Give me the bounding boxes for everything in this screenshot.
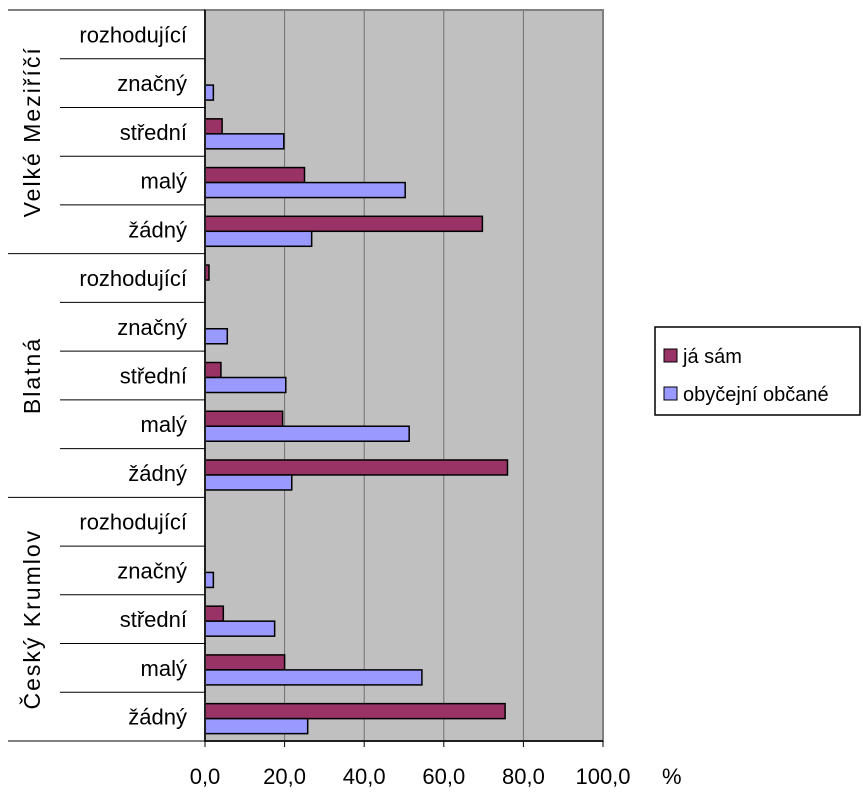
category-label: značný (117, 71, 187, 96)
bar-ja-sam (204, 459, 509, 476)
legend-label: obyčejní občané (683, 384, 829, 406)
bar-obycejni-obcane (204, 474, 293, 491)
bar-obycejni-obcane (204, 669, 423, 686)
bar-obycejni-obcane (204, 84, 215, 101)
bar-obycejni-obcane (204, 620, 276, 637)
category-label: střední (120, 120, 187, 145)
category-label: značný (117, 315, 187, 340)
bar-obycejni-obcane (204, 717, 309, 735)
legend-swatch (663, 348, 678, 363)
category-label: rozhodující (79, 22, 187, 47)
bar-obycejni-obcane (204, 328, 229, 345)
bar-ja-sam (204, 118, 223, 135)
bar-obycejni-obcane (204, 230, 313, 248)
legend-box (654, 326, 861, 416)
bar-obycejni-obcane (204, 181, 406, 199)
bar-ja-sam (204, 702, 506, 720)
bars (204, 84, 509, 735)
bar-ja-sam (204, 410, 284, 427)
category-label: žádný (128, 461, 187, 486)
gridlines (284, 10, 524, 741)
group-label: Velké Meziříčí (19, 46, 45, 217)
legend-swatch (663, 386, 678, 401)
category-label: malý (141, 412, 187, 437)
bar-ja-sam (204, 605, 225, 622)
bar-ja-sam (204, 166, 306, 184)
group-label: Český Krumlov (18, 529, 45, 710)
value-tick-label: 40,0 (343, 764, 386, 789)
unit-label: % (662, 764, 682, 789)
bar-obycejni-obcane (204, 425, 410, 442)
category-label: malý (141, 656, 187, 681)
category-label: rozhodující (79, 266, 187, 291)
category-label: střední (120, 607, 187, 632)
bar-ja-sam (204, 215, 484, 233)
category-label: žádný (128, 705, 187, 730)
value-tick-label: 0,0 (190, 764, 221, 789)
value-tick-label: 60,0 (422, 764, 465, 789)
category-label: střední (120, 364, 187, 389)
category-axis: rozhodující značný střední malý žádný Velké M… (8, 9, 206, 742)
category-label: značný (117, 558, 187, 583)
bar-obycejni-obcane (204, 133, 285, 150)
bar-ja-sam (204, 654, 286, 671)
group-label: Blatná (19, 337, 45, 414)
value-axis: 0,0 20,0 40,0 60,0 80,0 100,0% (190, 740, 682, 789)
category-label: rozhodující (79, 510, 187, 535)
category-label: žádný (128, 217, 187, 242)
value-tick-label: 80,0 (502, 764, 545, 789)
bar-obycejni-obcane (204, 571, 215, 589)
legend: já sám obyčejní občané (654, 326, 861, 416)
value-tick-label: 100,0 (575, 764, 630, 789)
bar-ja-sam (204, 361, 222, 379)
category-label: malý (141, 169, 187, 194)
bar-obycejni-obcane (204, 376, 287, 394)
legend-label: já sám (682, 346, 742, 368)
plot-area (205, 10, 603, 741)
value-tick-label: 20,0 (263, 764, 306, 789)
